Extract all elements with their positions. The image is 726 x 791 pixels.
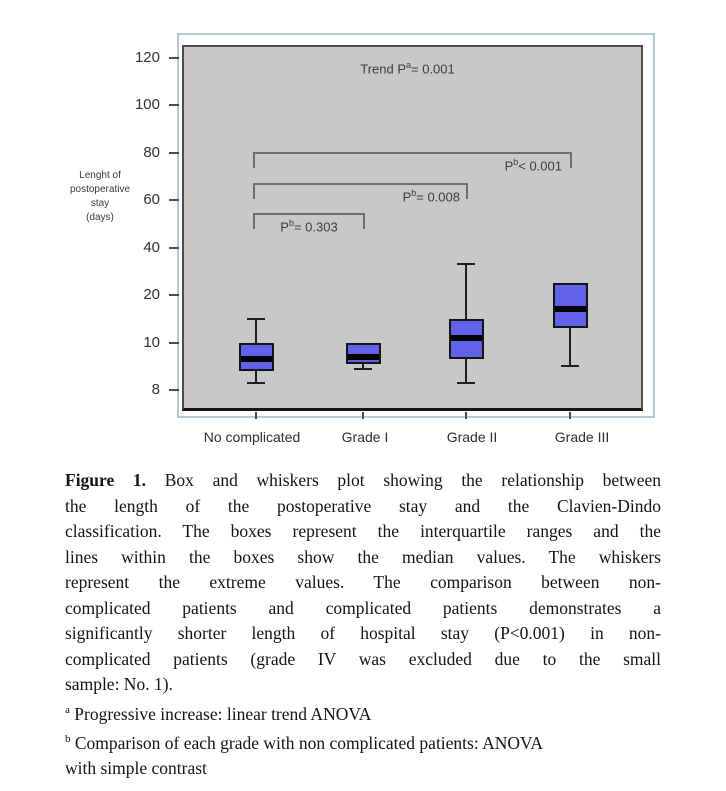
y-tick-mark [169, 56, 179, 59]
whisker-cap-bottom [247, 381, 265, 384]
box-iqr [238, 342, 274, 371]
x-tick-mark [569, 412, 571, 419]
y-tick-label: 120 [134, 48, 160, 66]
caption-line: classification. The boxes represent the … [65, 521, 661, 541]
y-tick-mark [169, 341, 179, 344]
whisker-cap-top [457, 263, 475, 266]
y-axis-title-line: Lenght of [79, 170, 121, 181]
x-category-label: Grade III [554, 429, 610, 445]
y-tick-label: 10 [143, 333, 160, 351]
caption-line: b Comparison of each grade with non comp… [65, 732, 544, 753]
median-line [347, 353, 379, 360]
caption-line: a Progressive increase: linear trend ANO… [65, 703, 372, 724]
y-tick-mark [169, 104, 179, 106]
median-line [554, 306, 586, 313]
whisker-cap-top [247, 317, 265, 320]
y-tick-label: 60 [143, 191, 160, 208]
comparison-bracket [253, 183, 468, 199]
caption-line: with simple contrast [65, 758, 207, 779]
y-axis-title-line: postoperative [69, 184, 131, 195]
box-iqr [552, 283, 588, 329]
x-category-label: Grade II [446, 429, 498, 445]
whisker-cap-bottom [561, 365, 579, 368]
x-tick-mark [255, 412, 257, 419]
caption-line: the length of the postoperative stay and… [65, 495, 661, 516]
caption-line: complicated patients (grade IV was exclu… [65, 648, 661, 669]
x-category-label: Grade I [341, 429, 389, 445]
y-tick-mark [169, 151, 179, 154]
y-tick-mark [169, 294, 179, 296]
p-value-label: Pb= 0.008 [402, 188, 460, 205]
caption-line: complicated patients and complicated pat… [65, 597, 661, 618]
y-axis-title-line: stay [90, 198, 110, 209]
x-tick-mark [362, 412, 364, 419]
median-line [240, 356, 272, 363]
y-tick-label: 80 [143, 143, 160, 161]
trend-p-label: Trend Pa= 0.001 [360, 60, 455, 77]
caption-line: sample: No. 1). [65, 674, 173, 694]
y-tick-mark [169, 246, 179, 249]
y-tick-mark [169, 389, 179, 391]
y-tick-label: 8 [151, 381, 160, 398]
p-value-label: Pb= 0.303 [280, 218, 338, 235]
whisker-cap-bottom [354, 367, 372, 370]
y-tick-mark [169, 199, 179, 201]
comparison-bracket [253, 152, 572, 168]
caption-line: represent the extreme values. The compar… [65, 572, 661, 592]
x-tick-mark [465, 412, 467, 419]
y-tick-label: 100 [134, 96, 160, 113]
comparison-bracket [253, 213, 365, 229]
y-axis-title: Lenght of postoperative stay (days) [58, 169, 142, 225]
y-tick-label: 20 [143, 286, 160, 303]
x-category-label: No complicated [203, 429, 301, 445]
caption-line: significantly shorter length of hospital… [65, 623, 661, 643]
caption-line: lines within the boxes show the median v… [65, 546, 661, 567]
caption-line: Figure 1. Box and whiskers plot showing … [65, 470, 661, 490]
median-line [450, 334, 482, 341]
whisker-cap-bottom [457, 381, 475, 384]
y-tick-label: 40 [143, 238, 160, 256]
figure-caption: Figure 1. Box and whiskers plot showing … [65, 468, 661, 782]
p-value-label: Pb< 0.001 [504, 157, 562, 174]
y-axis-title-line: (days) [86, 212, 114, 223]
